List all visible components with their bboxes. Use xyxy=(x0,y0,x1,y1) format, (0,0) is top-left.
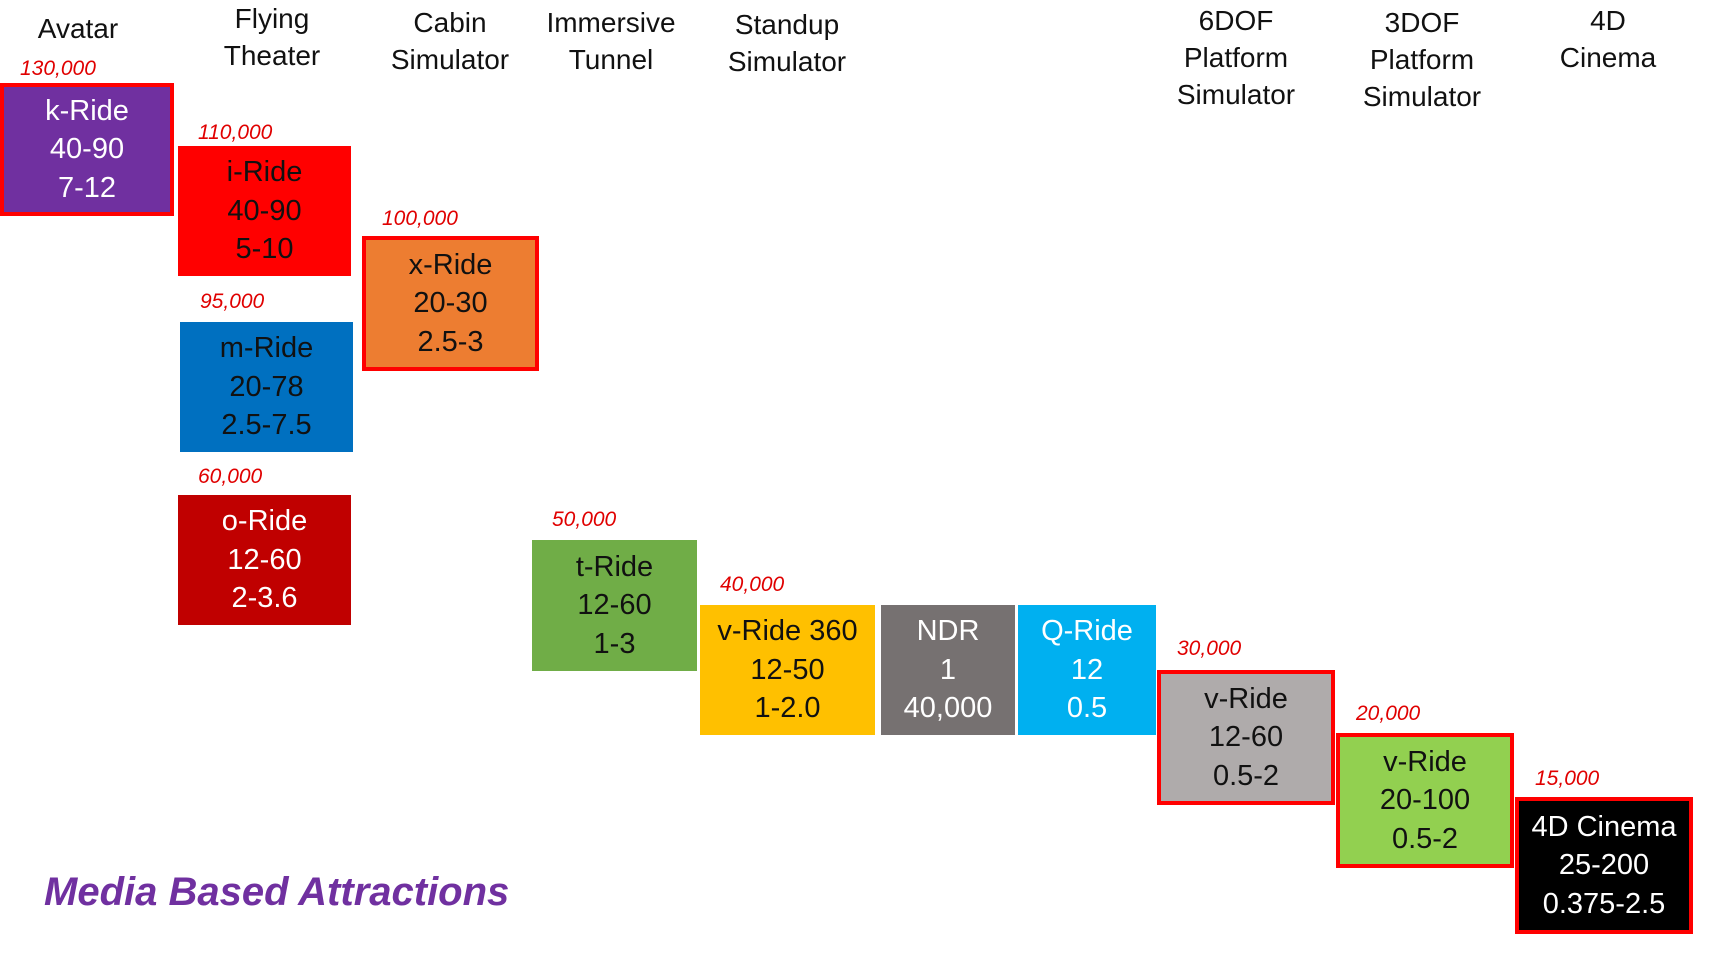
capacity-label: 95,000 xyxy=(200,290,265,313)
product-box: i-Ride 40-90 5-10 xyxy=(178,146,351,276)
column-header: Cabin Simulator xyxy=(391,4,509,78)
capacity-label: 15,000 xyxy=(1535,767,1600,790)
column-header-line: Immersive xyxy=(546,7,676,38)
product-box: NDR 1 40,000 xyxy=(881,605,1015,735)
column-header-line: Platform xyxy=(1183,42,1289,73)
product-spec: 0.5-2 xyxy=(1212,759,1280,792)
product-box: Q-Ride 12 0.5 xyxy=(1018,605,1156,735)
product-spec: 2-3.6 xyxy=(231,582,298,615)
product-spec: 0.5 xyxy=(1066,692,1108,725)
product-box: v-Ride 20-100 0.5-2 xyxy=(1336,733,1514,868)
column-header-line: Simulator xyxy=(727,46,847,77)
product-spec: 20-100 xyxy=(1379,784,1471,817)
product-spec: 0.5-2 xyxy=(1391,822,1459,855)
capacity-label: 40,000 xyxy=(720,573,785,596)
product-spec: 40-90 xyxy=(227,194,302,227)
product-spec: 12 xyxy=(1070,653,1104,686)
column-header: Flying Theater xyxy=(224,0,321,74)
product-name: 4D Cinema xyxy=(1531,810,1677,843)
product-spec: 1 xyxy=(939,653,957,686)
product-spec: 12-60 xyxy=(577,589,652,622)
column-header: Standup Simulator xyxy=(728,6,846,80)
column-header-line: Simulator xyxy=(1362,81,1482,112)
column-header-line: Cabin xyxy=(413,7,487,38)
product-name: m-Ride xyxy=(219,332,314,365)
product-spec: 20-30 xyxy=(413,287,488,320)
product-spec: 40,000 xyxy=(903,692,993,725)
column-header: 4D Cinema xyxy=(1560,2,1656,76)
capacity-label: 30,000 xyxy=(1177,637,1242,660)
product-name: o-Ride xyxy=(221,505,308,538)
capacity-label: 110,000 xyxy=(198,121,273,144)
column-header: Immersive Tunnel xyxy=(546,4,675,78)
product-box: x-Ride 20-30 2.5-3 xyxy=(362,236,539,371)
column-header-line: 4D xyxy=(1590,5,1626,36)
capacity-label: 100,000 xyxy=(382,207,458,230)
column-header-line: Simulator xyxy=(1176,79,1296,110)
product-name: t-Ride xyxy=(575,550,654,583)
product-spec: 1-3 xyxy=(593,627,636,660)
column-header: 3DOF Platform Simulator xyxy=(1363,4,1481,115)
product-box: m-Ride 20-78 2.5-7.5 xyxy=(180,322,353,452)
column-header-line: Theater xyxy=(223,40,321,71)
product-name: v-Ride 360 xyxy=(717,615,858,648)
capacity-label: 50,000 xyxy=(552,508,617,531)
product-spec: 12-50 xyxy=(750,653,825,686)
product-spec: 7-12 xyxy=(57,171,117,204)
product-spec: 40-90 xyxy=(49,133,125,166)
column-header-line: Flying xyxy=(234,3,310,34)
product-spec: 25-200 xyxy=(1558,849,1650,882)
column-header-line: Platform xyxy=(1369,44,1475,75)
product-box: 4D Cinema 25-200 0.375-2.5 xyxy=(1515,797,1693,934)
product-spec: 2.5-7.5 xyxy=(221,409,312,442)
product-box: k-Ride 40-90 7-12 xyxy=(0,83,174,216)
product-name: x-Ride xyxy=(408,248,493,281)
capacity-label: 20,000 xyxy=(1356,702,1421,725)
product-spec: 2.5-3 xyxy=(417,325,484,358)
column-header-line: Standup xyxy=(734,9,840,40)
column-header-line: Cinema xyxy=(1559,42,1657,73)
product-spec: 12-60 xyxy=(227,543,302,576)
capacity-label: 130,000 xyxy=(20,57,96,80)
product-name: Q-Ride xyxy=(1041,615,1133,648)
column-header-line: Tunnel xyxy=(568,44,654,75)
product-spec: 5-10 xyxy=(235,233,294,266)
product-box: v-Ride 360 12-50 1-2.0 xyxy=(700,605,875,735)
product-name: i-Ride xyxy=(226,156,303,189)
product-spec: 0.375-2.5 xyxy=(1542,887,1666,920)
column-header: Avatar xyxy=(38,10,118,47)
product-box: o-Ride 12-60 2-3.6 xyxy=(178,495,351,625)
column-header-line: Avatar xyxy=(37,13,119,44)
footer-title: Media Based Attractions xyxy=(44,870,510,914)
product-box: v-Ride 12-60 0.5-2 xyxy=(1157,670,1335,805)
product-spec: 12-60 xyxy=(1208,721,1284,754)
product-name: k-Ride xyxy=(45,94,129,127)
product-spec: 1-2.0 xyxy=(754,692,821,725)
capacity-label: 60,000 xyxy=(198,465,263,488)
product-spec: 20-78 xyxy=(229,370,304,403)
column-header-line: Simulator xyxy=(390,44,510,75)
column-header-line: 6DOF xyxy=(1198,5,1274,36)
column-header: 6DOF Platform Simulator xyxy=(1177,2,1295,113)
product-name: NDR xyxy=(916,615,980,648)
column-header-line: 3DOF xyxy=(1384,7,1460,38)
product-name: v-Ride xyxy=(1383,745,1467,778)
product-name: v-Ride xyxy=(1204,682,1288,715)
product-box: t-Ride 12-60 1-3 xyxy=(532,540,697,671)
